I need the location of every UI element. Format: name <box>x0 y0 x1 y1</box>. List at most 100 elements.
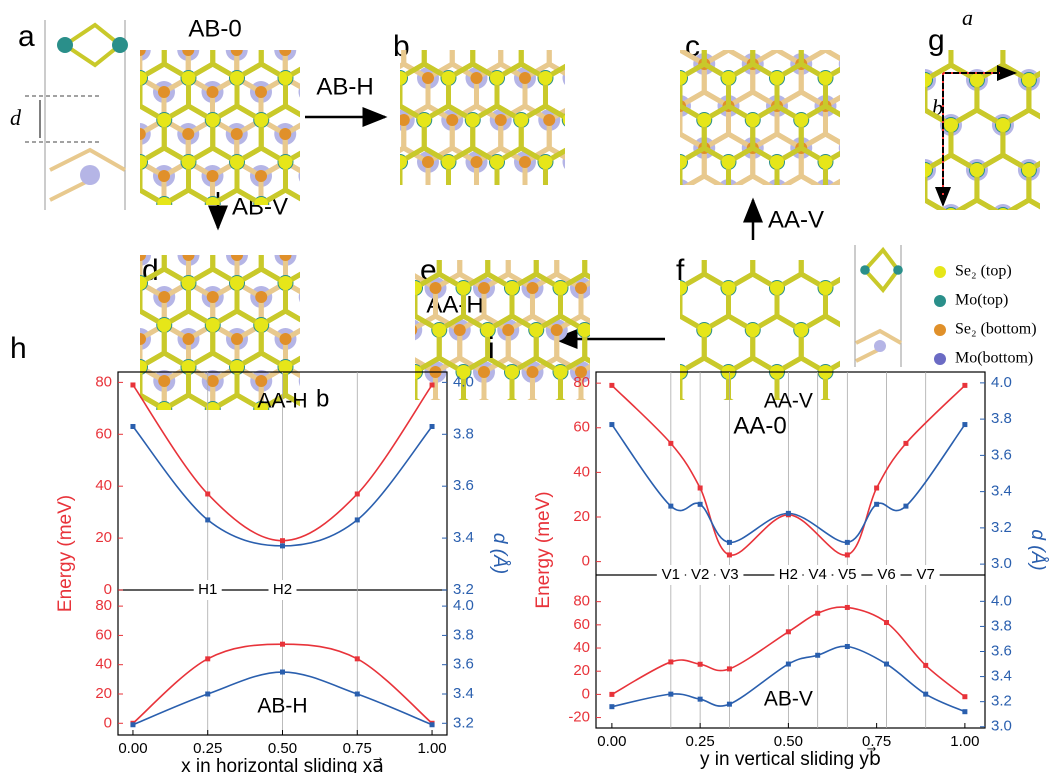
atom <box>181 360 196 374</box>
atom <box>369 197 383 211</box>
bond <box>573 0 621 36</box>
bond <box>549 190 597 246</box>
atom <box>429 282 442 294</box>
atom <box>376 44 388 56</box>
atom <box>867 74 879 86</box>
atom <box>374 238 390 254</box>
bond <box>339 442 387 498</box>
atom <box>624 280 640 296</box>
atom <box>567 156 579 168</box>
atom <box>504 448 520 464</box>
atom <box>891 323 905 337</box>
atom <box>466 29 480 43</box>
atom <box>890 112 906 128</box>
atom <box>892 118 906 132</box>
bond <box>406 0 454 50</box>
bond <box>342 400 390 456</box>
atom <box>1049 29 1054 41</box>
bond <box>680 75 683 109</box>
atom <box>562 235 584 257</box>
atom <box>664 156 676 168</box>
atom <box>108 112 124 128</box>
atom <box>648 112 664 128</box>
atom <box>347 454 369 476</box>
atom <box>819 268 831 280</box>
panel-title: AA-H <box>257 390 307 413</box>
atom <box>621 179 643 201</box>
atom <box>417 113 432 127</box>
atom <box>431 238 447 254</box>
bond <box>512 190 560 246</box>
atom <box>550 324 563 336</box>
atom <box>626 268 638 280</box>
atom <box>600 407 614 421</box>
atom <box>640 114 652 126</box>
legend-marker <box>934 266 946 278</box>
atom <box>328 445 350 467</box>
bond <box>67 106 115 162</box>
data-point <box>205 691 211 697</box>
x-tick-label: 0.25 <box>686 733 715 750</box>
atom <box>611 113 625 127</box>
atom <box>303 86 315 98</box>
atom <box>505 197 519 211</box>
reference-label: V1 <box>662 566 680 583</box>
data-point <box>130 424 136 429</box>
bond <box>310 22 358 78</box>
atom <box>357 240 369 252</box>
atom <box>359 448 375 464</box>
atom <box>817 238 833 254</box>
atom <box>395 81 417 103</box>
spacing-label: d <box>10 105 22 130</box>
atom <box>254 29 268 43</box>
bond <box>161 187 216 205</box>
bond <box>237 437 285 493</box>
bond <box>855 328 902 363</box>
atom <box>697 113 712 127</box>
atom <box>650 142 662 154</box>
atom <box>86 249 98 261</box>
atom <box>328 417 340 429</box>
atom <box>134 212 146 224</box>
bond <box>314 232 362 288</box>
label-bg <box>911 565 940 585</box>
atom <box>610 280 626 296</box>
atom <box>600 323 614 337</box>
atom <box>841 119 853 131</box>
atom <box>327 155 341 169</box>
atom <box>440 238 456 254</box>
y2-tick-label: 3.2 <box>991 519 1012 536</box>
atom <box>371 291 393 313</box>
atom <box>992 24 1014 46</box>
bond <box>49 147 126 202</box>
atom <box>205 233 221 249</box>
atom <box>480 238 496 254</box>
atom <box>490 0 504 1</box>
atom <box>60 113 74 127</box>
data-point <box>205 656 211 662</box>
bond <box>822 360 840 400</box>
atom <box>328 128 340 140</box>
atom <box>326 154 342 170</box>
atom <box>616 240 628 252</box>
bond <box>656 190 704 246</box>
bond <box>622 64 670 120</box>
atom <box>375 192 389 206</box>
bond <box>92 0 140 36</box>
atom <box>502 324 515 336</box>
atom <box>110 254 122 266</box>
atom <box>182 333 195 345</box>
atom <box>453 324 466 336</box>
data-point <box>697 501 703 507</box>
atom <box>85 444 99 458</box>
atom <box>206 2 218 14</box>
label-bg <box>833 565 862 585</box>
atom <box>587 277 609 299</box>
atom <box>352 170 364 182</box>
atom <box>205 197 220 205</box>
atom <box>1049 119 1054 131</box>
bond <box>680 355 731 400</box>
atom <box>575 450 587 462</box>
atom <box>621 95 643 117</box>
bond <box>67 190 115 246</box>
